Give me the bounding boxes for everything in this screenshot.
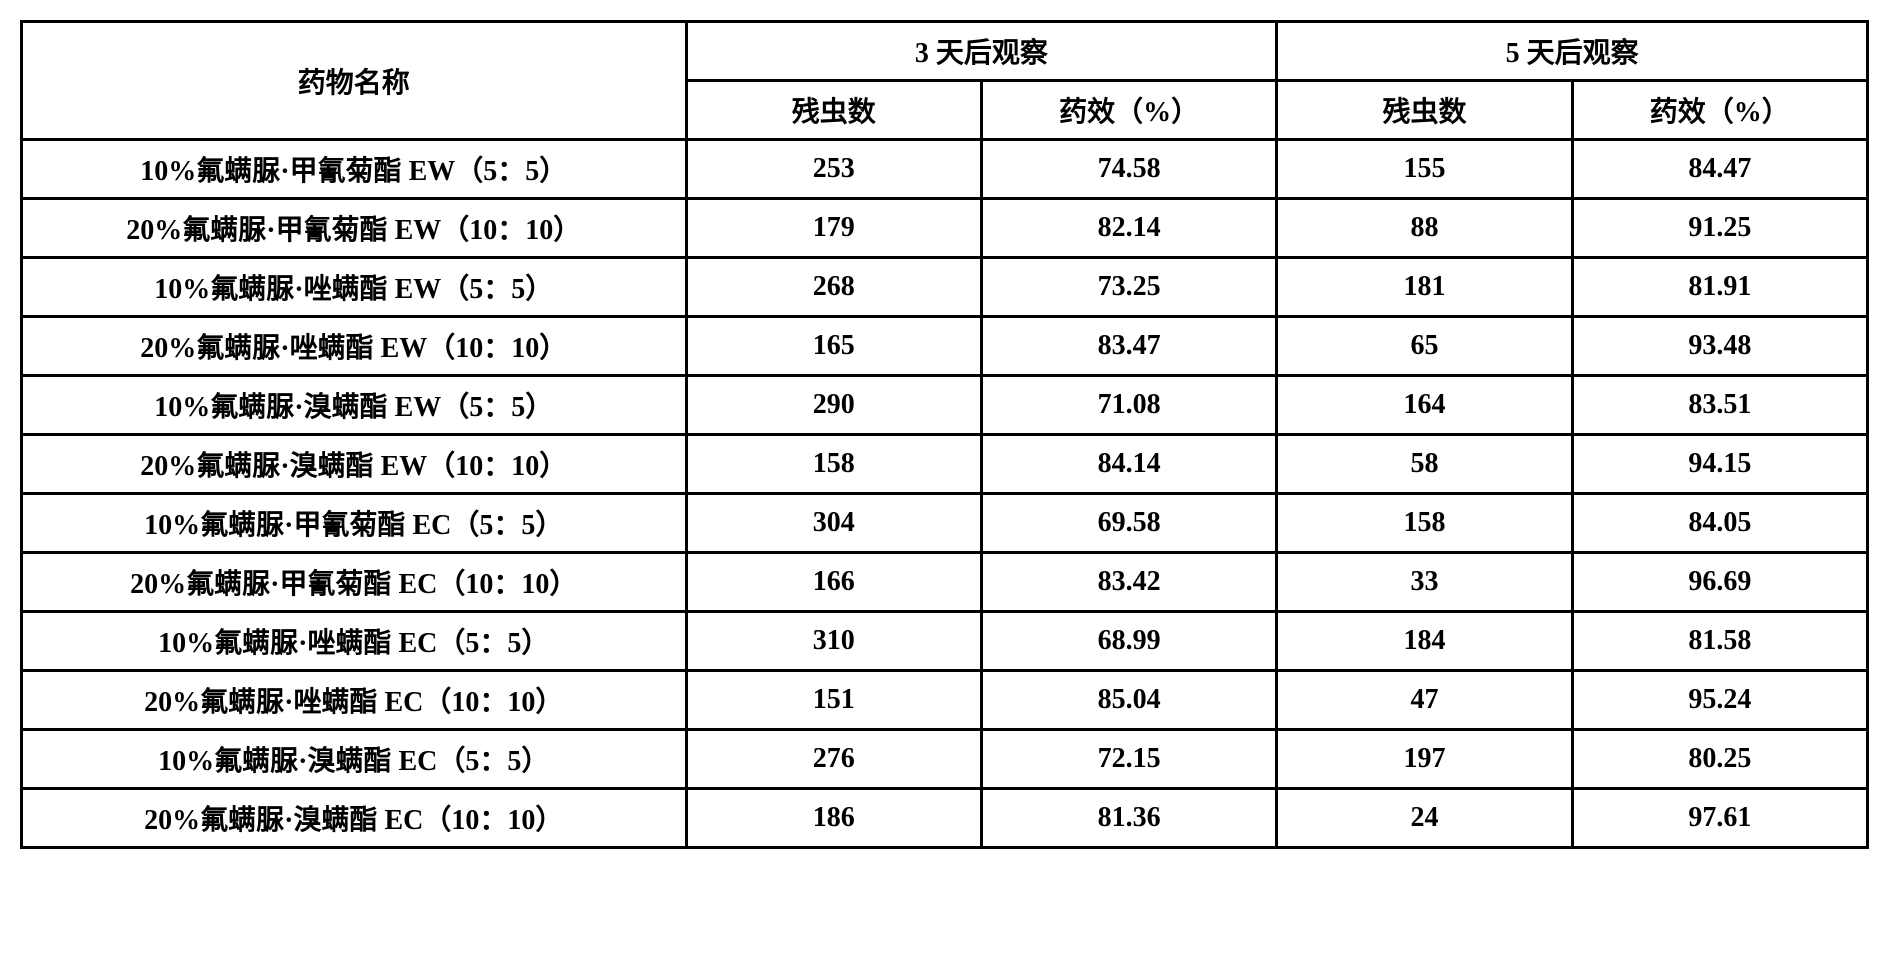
cell-residual-3day: 268	[686, 258, 981, 317]
cell-efficacy-3day: 69.58	[981, 494, 1276, 553]
cell-residual-5day: 181	[1277, 258, 1572, 317]
col-header-residual-5day: 残虫数	[1277, 81, 1572, 140]
table-row: 10%氟螨脲·溴螨酯 EW（5：5）29071.0816483.51	[22, 376, 1868, 435]
cell-efficacy-5day: 84.05	[1572, 494, 1867, 553]
cell-drug-name: 20%氟螨脲·溴螨酯 EW（10：10）	[22, 435, 687, 494]
table-row: 10%氟螨脲·甲氰菊酯 EW（5：5）25374.5815584.47	[22, 140, 1868, 199]
cell-efficacy-3day: 81.36	[981, 789, 1276, 848]
cell-efficacy-5day: 93.48	[1572, 317, 1867, 376]
cell-efficacy-5day: 80.25	[1572, 730, 1867, 789]
cell-drug-name: 10%氟螨脲·甲氰菊酯 EW（5：5）	[22, 140, 687, 199]
cell-residual-5day: 88	[1277, 199, 1572, 258]
cell-residual-5day: 184	[1277, 612, 1572, 671]
table-row: 10%氟螨脲·溴螨酯 EC（5：5）27672.1519780.25	[22, 730, 1868, 789]
cell-residual-3day: 166	[686, 553, 981, 612]
col-header-residual-3day: 残虫数	[686, 81, 981, 140]
cell-residual-5day: 65	[1277, 317, 1572, 376]
col-header-group-3day: 3 天后观察	[686, 22, 1277, 81]
cell-efficacy-5day: 94.15	[1572, 435, 1867, 494]
cell-efficacy-5day: 91.25	[1572, 199, 1867, 258]
cell-residual-3day: 290	[686, 376, 981, 435]
col-header-efficacy-5day: 药效（%）	[1572, 81, 1867, 140]
cell-residual-3day: 186	[686, 789, 981, 848]
table-row: 20%氟螨脲·唑螨酯 EC（10：10）15185.044795.24	[22, 671, 1868, 730]
table-header-row-1: 药物名称 3 天后观察 5 天后观察	[22, 22, 1868, 81]
cell-efficacy-3day: 83.47	[981, 317, 1276, 376]
cell-efficacy-3day: 74.58	[981, 140, 1276, 199]
cell-residual-5day: 33	[1277, 553, 1572, 612]
cell-efficacy-5day: 81.58	[1572, 612, 1867, 671]
cell-residual-3day: 276	[686, 730, 981, 789]
cell-drug-name: 20%氟螨脲·甲氰菊酯 EW（10：10）	[22, 199, 687, 258]
cell-residual-3day: 158	[686, 435, 981, 494]
cell-residual-5day: 197	[1277, 730, 1572, 789]
table-header: 药物名称 3 天后观察 5 天后观察 残虫数 药效（%） 残虫数 药效（%）	[22, 22, 1868, 140]
cell-residual-3day: 151	[686, 671, 981, 730]
table-row: 10%氟螨脲·唑螨酯 EW（5：5）26873.2518181.91	[22, 258, 1868, 317]
cell-drug-name: 20%氟螨脲·溴螨酯 EC（10：10）	[22, 789, 687, 848]
cell-drug-name: 10%氟螨脲·溴螨酯 EC（5：5）	[22, 730, 687, 789]
cell-efficacy-3day: 72.15	[981, 730, 1276, 789]
cell-residual-5day: 47	[1277, 671, 1572, 730]
cell-residual-3day: 253	[686, 140, 981, 199]
cell-efficacy-5day: 96.69	[1572, 553, 1867, 612]
col-header-group-5day: 5 天后观察	[1277, 22, 1868, 81]
cell-efficacy-5day: 81.91	[1572, 258, 1867, 317]
cell-efficacy-3day: 71.08	[981, 376, 1276, 435]
col-header-efficacy-3day: 药效（%）	[981, 81, 1276, 140]
cell-residual-5day: 164	[1277, 376, 1572, 435]
cell-efficacy-5day: 84.47	[1572, 140, 1867, 199]
cell-efficacy-5day: 83.51	[1572, 376, 1867, 435]
cell-residual-3day: 310	[686, 612, 981, 671]
cell-drug-name: 20%氟螨脲·唑螨酯 EC（10：10）	[22, 671, 687, 730]
cell-efficacy-5day: 95.24	[1572, 671, 1867, 730]
table-row: 10%氟螨脲·甲氰菊酯 EC（5：5）30469.5815884.05	[22, 494, 1868, 553]
cell-residual-5day: 24	[1277, 789, 1572, 848]
cell-drug-name: 10%氟螨脲·甲氰菊酯 EC（5：5）	[22, 494, 687, 553]
cell-residual-3day: 179	[686, 199, 981, 258]
table-row: 20%氟螨脲·溴螨酯 EW（10：10）15884.145894.15	[22, 435, 1868, 494]
efficacy-table: 药物名称 3 天后观察 5 天后观察 残虫数 药效（%） 残虫数 药效（%） 1…	[20, 20, 1869, 849]
cell-drug-name: 10%氟螨脲·溴螨酯 EW（5：5）	[22, 376, 687, 435]
cell-efficacy-3day: 68.99	[981, 612, 1276, 671]
cell-efficacy-3day: 84.14	[981, 435, 1276, 494]
cell-drug-name: 20%氟螨脲·甲氰菊酯 EC（10：10）	[22, 553, 687, 612]
table-row: 20%氟螨脲·甲氰菊酯 EC（10：10）16683.423396.69	[22, 553, 1868, 612]
cell-residual-3day: 304	[686, 494, 981, 553]
table-row: 20%氟螨脲·唑螨酯 EW（10：10）16583.476593.48	[22, 317, 1868, 376]
table-row: 20%氟螨脲·甲氰菊酯 EW（10：10）17982.148891.25	[22, 199, 1868, 258]
cell-drug-name: 20%氟螨脲·唑螨酯 EW（10：10）	[22, 317, 687, 376]
cell-drug-name: 10%氟螨脲·唑螨酯 EC（5：5）	[22, 612, 687, 671]
cell-efficacy-3day: 82.14	[981, 199, 1276, 258]
table-row: 10%氟螨脲·唑螨酯 EC（5：5）31068.9918481.58	[22, 612, 1868, 671]
table-row: 20%氟螨脲·溴螨酯 EC（10：10）18681.362497.61	[22, 789, 1868, 848]
cell-residual-3day: 165	[686, 317, 981, 376]
cell-residual-5day: 58	[1277, 435, 1572, 494]
cell-efficacy-3day: 83.42	[981, 553, 1276, 612]
cell-residual-5day: 155	[1277, 140, 1572, 199]
cell-residual-5day: 158	[1277, 494, 1572, 553]
table-body: 10%氟螨脲·甲氰菊酯 EW（5：5）25374.5815584.4720%氟螨…	[22, 140, 1868, 848]
cell-drug-name: 10%氟螨脲·唑螨酯 EW（5：5）	[22, 258, 687, 317]
cell-efficacy-5day: 97.61	[1572, 789, 1867, 848]
cell-efficacy-3day: 73.25	[981, 258, 1276, 317]
col-header-name: 药物名称	[22, 22, 687, 140]
cell-efficacy-3day: 85.04	[981, 671, 1276, 730]
